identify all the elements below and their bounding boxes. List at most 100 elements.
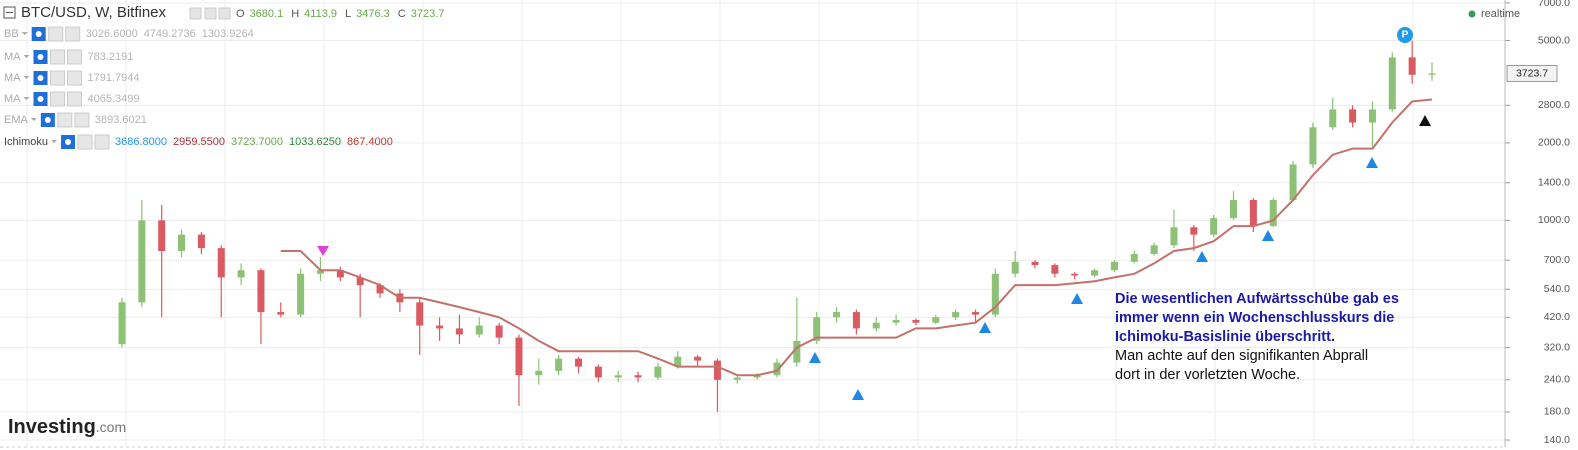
y-tick-label: 180.0 (1544, 406, 1570, 418)
symbol-title: BTC/USD, W, Bitfinex (21, 4, 167, 21)
up-arrow (852, 389, 864, 400)
candle-body (1011, 261, 1019, 274)
indicator-value: 3723.7000 (231, 136, 283, 148)
up-arrow (1071, 293, 1083, 304)
settings-button[interactable] (57, 112, 73, 128)
realtime-dot (1468, 10, 1476, 18)
annotation-line: Die wesentlichen Aufwärtsschübe gab es (1115, 291, 1399, 307)
candle-body (793, 340, 801, 363)
ohlc-key: O (236, 8, 245, 20)
candle-body (237, 270, 245, 278)
y-tick-label: 1400.0 (1538, 177, 1570, 189)
ohlc-key: H (291, 8, 299, 20)
candle-body (694, 356, 702, 361)
candle-body (1388, 57, 1396, 110)
y-tick-label: 7000.0 (1538, 0, 1570, 9)
annotation-line: immer wenn ein Wochenschlusskurs die (1115, 310, 1394, 326)
candle-body (753, 375, 761, 378)
y-tick-label: 320.0 (1544, 341, 1570, 353)
candle-body (1428, 73, 1436, 75)
remove-button[interactable] (65, 26, 81, 42)
ohlc-value: 4113.9 (304, 8, 337, 20)
eye-icon (37, 54, 44, 60)
remove-button[interactable] (67, 70, 82, 86)
candle-body (1190, 227, 1198, 235)
logo: Investing.com (8, 416, 126, 438)
indicator-value: 4065.3499 (88, 93, 140, 105)
up-arrow (1262, 230, 1274, 241)
candle-body (654, 366, 662, 378)
eye-icon (44, 117, 51, 123)
indicator-value: 783.2191 (88, 51, 134, 63)
last-price-box (1506, 64, 1558, 82)
candle-body (277, 312, 285, 315)
y-tick-label: 240.0 (1544, 374, 1570, 386)
settings-button[interactable] (50, 70, 65, 86)
logo-main: Investing (8, 416, 96, 438)
dropdown-caret (23, 97, 30, 100)
remove-button[interactable] (67, 49, 82, 65)
settings-icon (204, 7, 217, 20)
indicator-name: Ichimoku (4, 136, 48, 148)
dropdown-caret (51, 140, 58, 143)
dropdown-caret (30, 118, 37, 121)
candle-body (495, 325, 503, 338)
candle-body (952, 312, 960, 318)
eye-icon (37, 75, 44, 81)
remove-button[interactable] (74, 112, 90, 128)
y-tick-label: 2000.0 (1538, 137, 1570, 149)
candle-body (594, 366, 602, 378)
y-tick-label: 140.0 (1544, 434, 1570, 446)
marker-badge[interactable] (1397, 27, 1413, 43)
indicator-name: MA (4, 93, 21, 105)
candle-body (1349, 109, 1357, 123)
up-arrow (1419, 115, 1431, 126)
candle-body (436, 325, 444, 329)
candle-body (1091, 270, 1099, 276)
signal-arrows (317, 115, 1431, 400)
kijun-line (280, 98, 1433, 377)
settings-icon (218, 7, 231, 20)
candle-body (1071, 273, 1079, 276)
ohlc-key: L (345, 8, 351, 20)
annotation-line: dort in der vorletzten Woche. (1115, 367, 1300, 383)
indicator-name: MA (4, 51, 21, 63)
indicator-value: 3893.6021 (95, 114, 147, 126)
annotation-line: Ichimoku-Basislinie überschritt. (1115, 329, 1335, 345)
settings-button[interactable] (48, 26, 64, 42)
candle-body (515, 337, 523, 376)
settings-button[interactable] (50, 91, 65, 107)
candle-body (892, 319, 900, 323)
candle-body (1249, 199, 1257, 227)
ohlc-value: 3680.1 (250, 8, 284, 20)
indicator-name: EMA (4, 114, 29, 126)
indicator-value: 3686.8000 (115, 136, 167, 148)
remove-button[interactable] (67, 91, 82, 107)
collapse-icon[interactable] (3, 6, 16, 19)
remove-button[interactable] (94, 134, 110, 150)
candle-body (475, 325, 483, 335)
candle-body (316, 270, 324, 274)
candle-body (217, 248, 225, 278)
candle-body (178, 234, 186, 252)
y-tick-label: 2800.0 (1538, 99, 1570, 111)
settings-button[interactable] (77, 134, 93, 150)
indicator-legend: BB 3026.6000 4749.2736 1303.9264 MA 783.2191 M… (4, 26, 393, 150)
candle-body (912, 319, 920, 323)
ohlc-value: 3723.7 (411, 8, 445, 20)
settings-icon (189, 7, 202, 20)
candle-body (852, 312, 860, 329)
candle-body (336, 270, 344, 278)
candle-body (932, 317, 940, 323)
candle-body (257, 270, 265, 313)
settings-button[interactable] (50, 49, 65, 65)
candle-body (813, 317, 821, 341)
y-tick-label: 700.0 (1544, 254, 1570, 266)
candle-body (555, 358, 563, 371)
candle-body (1031, 261, 1039, 266)
indicator-value: 4749.2736 (144, 28, 196, 40)
down-arrow (317, 246, 329, 256)
candle-body (416, 302, 424, 326)
